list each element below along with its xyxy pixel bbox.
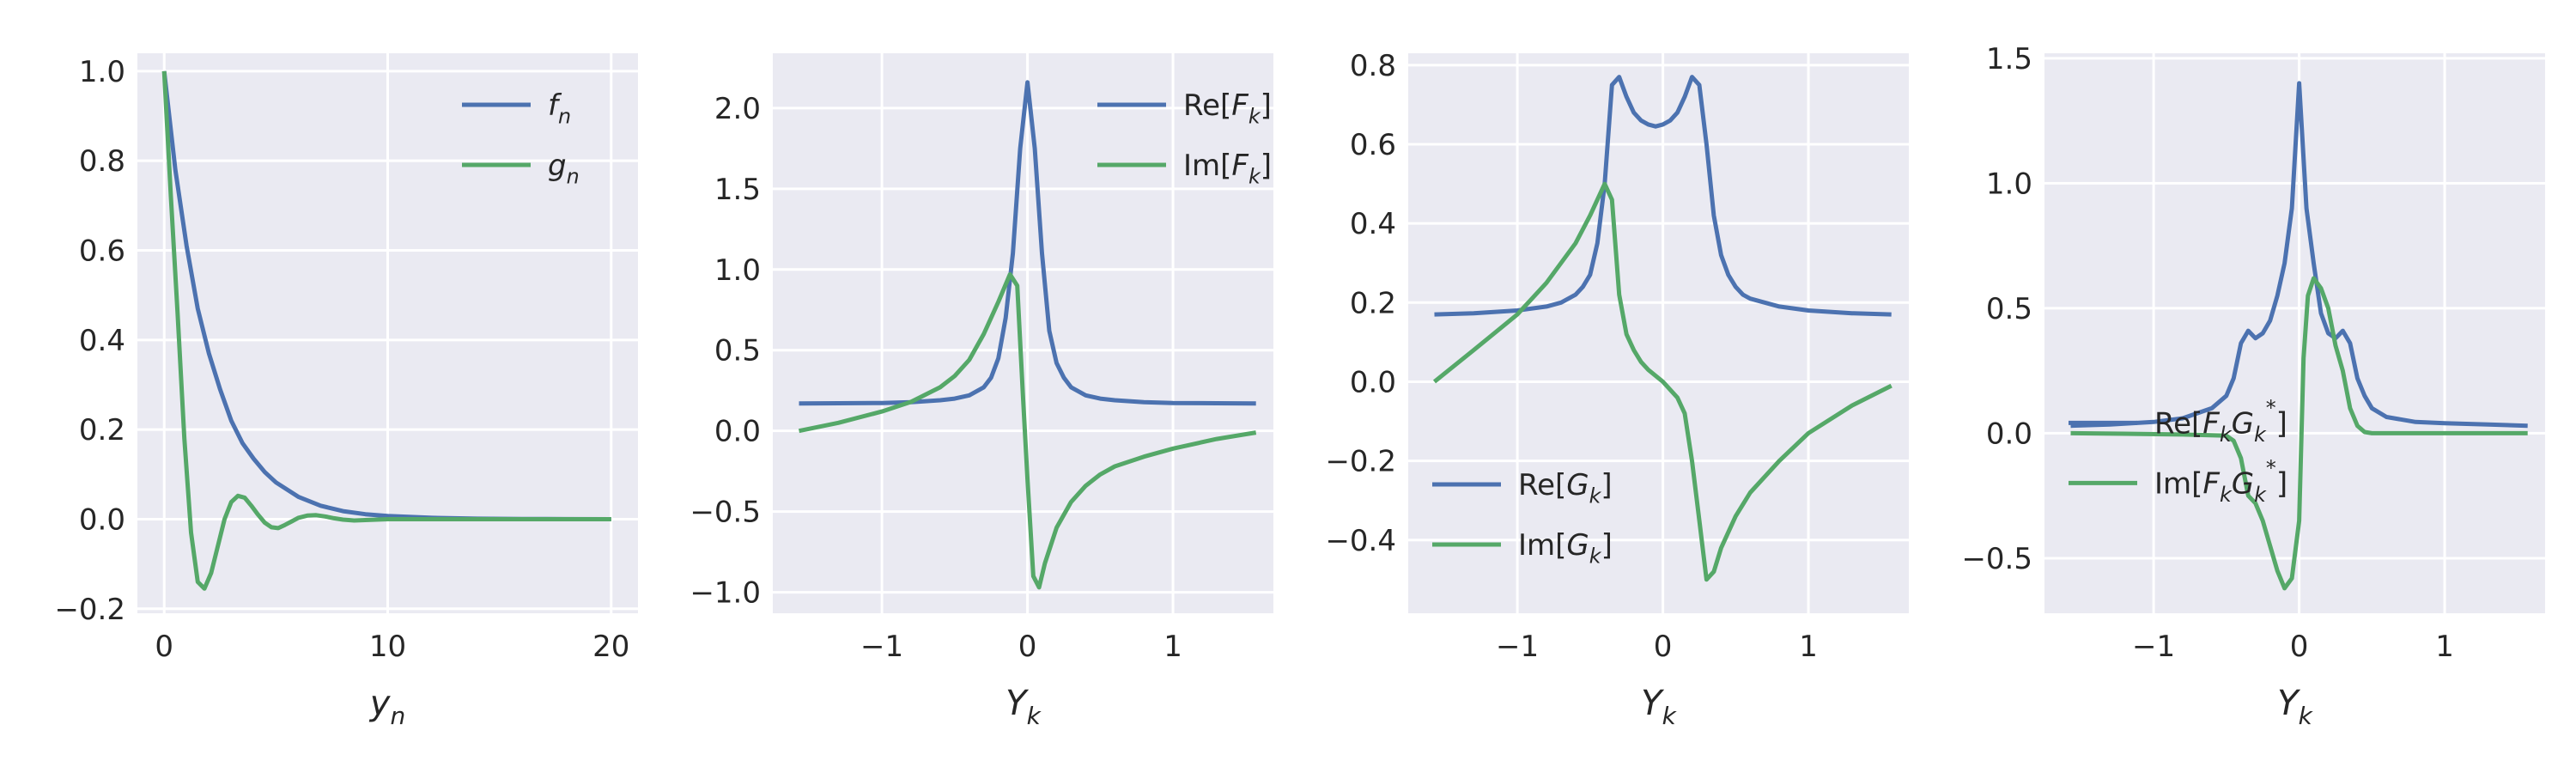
x-tick-label: −1 bbox=[1496, 630, 1539, 664]
y-tick-label: −0.4 bbox=[1325, 524, 1396, 558]
series-line-2 bbox=[1432, 181, 1893, 582]
y-tick-label: 0.8 bbox=[1350, 49, 1396, 83]
x-tick-label: 20 bbox=[592, 630, 629, 664]
y-tick-label: 0.0 bbox=[79, 502, 125, 537]
y-tick-label: 1.0 bbox=[714, 253, 761, 288]
chart-panel-3: −1 0 1 −0.4 −0.2 0.0 0.2 0.4 0.6 0.8 Yk Re[Gk] Im[Gk… bbox=[1325, 49, 1909, 730]
legend-label: Re[FkGk*] bbox=[2154, 396, 2287, 447]
x-axis-label: Yk bbox=[1641, 684, 1677, 730]
x-axis-label: Yk bbox=[1005, 684, 1042, 730]
y-tick-label: 0.6 bbox=[1350, 128, 1396, 162]
x-tick-label: 1 bbox=[1163, 630, 1182, 664]
plot-background bbox=[1408, 53, 1909, 613]
y-tick-label: 0.5 bbox=[714, 334, 761, 368]
y-tick-label: 0.6 bbox=[79, 234, 125, 269]
x-axis-label: Yk bbox=[2277, 684, 2313, 730]
legend-label: Re[Fk] bbox=[1183, 88, 1272, 129]
y-tick-label: 0.4 bbox=[1350, 207, 1396, 241]
x-tick-label: 0 bbox=[1654, 630, 1673, 664]
y-tick-label: 0.4 bbox=[79, 324, 125, 358]
y-tick-label: 0.5 bbox=[1986, 292, 2032, 326]
y-tick-label: 0.2 bbox=[1350, 286, 1396, 320]
y-tick-label: 0.0 bbox=[714, 415, 761, 449]
legend-label: Re[Gk] bbox=[1518, 468, 1613, 508]
y-tick-label: −0.5 bbox=[690, 496, 761, 530]
y-tick-label: 0.0 bbox=[1986, 417, 2032, 451]
legend-label: gn bbox=[548, 149, 580, 189]
series-line-2 bbox=[798, 271, 1257, 590]
x-tick-label: 1 bbox=[2435, 630, 2454, 664]
legend-label: Im[Gk] bbox=[1518, 528, 1613, 569]
x-tick-label: 0 bbox=[155, 630, 173, 664]
y-tick-label: 1.5 bbox=[1986, 42, 2032, 76]
x-tick-label: 1 bbox=[1799, 630, 1818, 664]
x-tick-label: −1 bbox=[860, 630, 903, 664]
legend-label: Im[FkGk*] bbox=[2154, 456, 2287, 507]
x-axis-label: yn bbox=[369, 684, 405, 730]
series-line-2 bbox=[2070, 276, 2528, 591]
y-tick-label: 0.8 bbox=[79, 144, 125, 179]
y-tick-label: 1.5 bbox=[714, 173, 761, 207]
y-tick-label: 2.0 bbox=[714, 92, 761, 126]
y-tick-label: 0.0 bbox=[1350, 365, 1396, 399]
chart-panel-4: −1 0 1 −0.5 0.0 0.5 1.0 1.5 Yk Re[FkGk*] Im[FkGk*] bbox=[1961, 42, 2545, 730]
plot-background bbox=[773, 53, 1273, 613]
y-tick-label: −1.0 bbox=[690, 576, 761, 611]
y-tick-label: 1.0 bbox=[79, 55, 125, 89]
y-tick-label: −0.2 bbox=[54, 593, 125, 627]
x-tick-label: −1 bbox=[2132, 630, 2175, 664]
y-tick-label: −0.2 bbox=[1325, 445, 1396, 479]
series-line-1 bbox=[799, 80, 1256, 406]
x-tick-label: 0 bbox=[1018, 630, 1037, 664]
x-tick-label: 10 bbox=[369, 630, 406, 664]
chart-panel-2: −1 0 1 −1.0 −0.5 0.0 0.5 1.0 1.5 2.0 Yk Re[Fk] Im[Fk… bbox=[690, 53, 1273, 730]
series-line-1 bbox=[1434, 75, 1892, 317]
y-tick-label: −0.5 bbox=[1961, 542, 2032, 576]
x-tick-label: 0 bbox=[2290, 630, 2309, 664]
y-tick-label: 0.2 bbox=[79, 413, 125, 447]
y-tick-label: 1.0 bbox=[1986, 167, 2032, 201]
legend-label: Im[Fk] bbox=[1183, 149, 1272, 189]
series-line-2 bbox=[161, 70, 611, 591]
series-line-1 bbox=[2070, 81, 2528, 429]
